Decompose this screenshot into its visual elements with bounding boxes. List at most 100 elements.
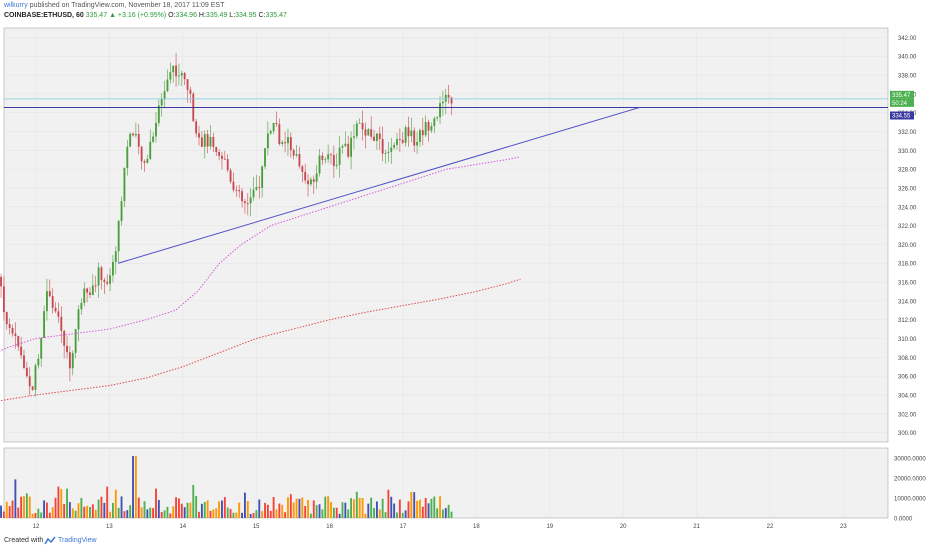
candle-body bbox=[146, 158, 149, 163]
volume-bar bbox=[430, 498, 433, 518]
volume-bar bbox=[46, 502, 48, 518]
candle-body bbox=[175, 65, 177, 77]
candle-body bbox=[114, 251, 117, 262]
candle-body bbox=[332, 155, 335, 166]
price-tick-label: 342.00 bbox=[898, 36, 917, 42]
candle-body bbox=[117, 221, 120, 252]
volume-bar bbox=[439, 496, 441, 518]
volume-bar bbox=[232, 512, 235, 518]
candle-body bbox=[11, 327, 14, 334]
price-tick-label: 308.00 bbox=[898, 356, 917, 362]
price-chart[interactable]: 342.00340.00338.00336.00334.00332.00330.… bbox=[0, 24, 932, 534]
candle-body bbox=[143, 161, 146, 163]
volume-bar bbox=[304, 505, 307, 518]
candle-body bbox=[387, 151, 390, 154]
volume-bar bbox=[266, 504, 269, 518]
candle-body bbox=[80, 302, 83, 310]
price-tick-label: 324.00 bbox=[898, 205, 917, 211]
time-tick-label: 22 bbox=[767, 524, 774, 530]
volume-bar bbox=[243, 492, 246, 518]
volume-bar bbox=[281, 504, 284, 518]
candle-body bbox=[0, 276, 2, 287]
volume-bar bbox=[381, 498, 384, 518]
volume-bar bbox=[195, 496, 198, 518]
candle-body bbox=[200, 137, 203, 147]
volume-bar bbox=[361, 497, 364, 518]
candle-body bbox=[241, 191, 243, 202]
volume-tick-label: 10000.0000 bbox=[894, 497, 926, 503]
volume-bar bbox=[71, 508, 74, 518]
time-tick-label: 16 bbox=[326, 524, 333, 530]
candle-body bbox=[149, 141, 152, 159]
high-value: 335.49 bbox=[205, 12, 228, 19]
candle-body bbox=[14, 333, 17, 337]
time-axis[interactable]: 12 13 14 15 16 17 18 19 20 21 22 23 bbox=[33, 524, 848, 530]
volume-bar bbox=[2, 511, 5, 518]
volume-bar bbox=[51, 507, 54, 518]
candle-body bbox=[419, 130, 421, 142]
candle-body bbox=[344, 143, 347, 147]
candle-body bbox=[66, 345, 68, 353]
price-change: ▲ +3.16 (+0.95%) bbox=[109, 12, 167, 19]
candle-body bbox=[353, 136, 355, 138]
price-label-text: 50:24 bbox=[892, 101, 908, 107]
volume-bar bbox=[332, 507, 335, 518]
candle-body bbox=[358, 122, 361, 124]
volume-bar bbox=[287, 497, 289, 518]
low-label: L: bbox=[229, 12, 236, 19]
candle-body bbox=[68, 352, 71, 369]
volume-bar bbox=[275, 509, 278, 518]
volume-bar bbox=[269, 510, 272, 518]
volume-bar bbox=[43, 500, 46, 518]
volume-bar bbox=[447, 504, 450, 518]
candle-body bbox=[246, 203, 249, 204]
volume-bar bbox=[157, 499, 160, 518]
candle-body bbox=[281, 142, 284, 144]
volume-bar bbox=[80, 497, 83, 518]
candle-body bbox=[71, 352, 74, 369]
candle-body bbox=[430, 126, 433, 131]
candle-body bbox=[31, 386, 34, 390]
price-tick-label: 320.00 bbox=[898, 243, 917, 249]
volume-bar bbox=[177, 498, 180, 518]
volume-bar bbox=[252, 512, 255, 518]
candle-body bbox=[238, 190, 241, 192]
volume-bar bbox=[203, 502, 206, 518]
candle-body bbox=[126, 146, 129, 169]
candle-body bbox=[152, 136, 155, 142]
candle-body bbox=[266, 133, 269, 149]
candle-body bbox=[63, 330, 66, 346]
publish-info: published on TradingView.com, November 1… bbox=[29, 2, 225, 9]
volume-bar bbox=[8, 506, 11, 518]
volume-bar bbox=[180, 503, 183, 518]
candle-body bbox=[289, 137, 292, 151]
price-label-box bbox=[890, 90, 914, 99]
candle-body bbox=[330, 154, 332, 156]
volume-bar bbox=[143, 501, 146, 518]
candle-body bbox=[413, 130, 416, 146]
candle-body bbox=[447, 94, 450, 98]
volume-bar bbox=[427, 503, 430, 518]
volume-bar bbox=[40, 512, 43, 518]
volume-bar bbox=[123, 511, 126, 518]
slow-moving-average bbox=[0, 278, 521, 402]
last-price: 335.47 bbox=[85, 12, 108, 19]
volume-bar bbox=[289, 494, 292, 518]
volume-bar bbox=[410, 491, 413, 518]
volume-bar bbox=[57, 486, 60, 518]
volume-bar bbox=[344, 502, 347, 518]
author-link[interactable]: wilkurry bbox=[4, 2, 28, 9]
volume-bar bbox=[249, 513, 252, 518]
volume-bar bbox=[14, 479, 17, 518]
candle-body bbox=[347, 143, 350, 157]
candle-body bbox=[134, 133, 137, 136]
candle-body bbox=[252, 189, 255, 198]
candle-body bbox=[396, 139, 398, 145]
volume-bar bbox=[450, 511, 453, 518]
candle-body bbox=[221, 155, 223, 159]
volume-bar bbox=[223, 497, 226, 518]
tradingview-brand: TradingView bbox=[58, 537, 97, 544]
volume-bar bbox=[89, 506, 91, 518]
open-value: 334.96 bbox=[175, 12, 197, 19]
trendline[interactable] bbox=[118, 107, 640, 264]
